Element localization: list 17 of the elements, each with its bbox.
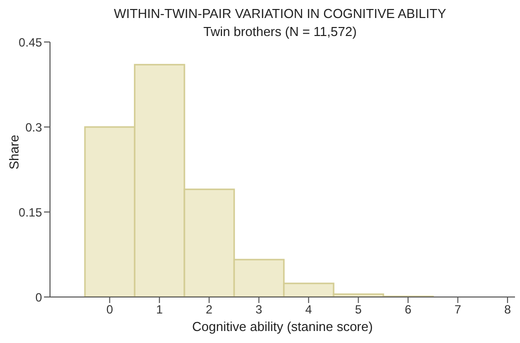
x-tick-label: 7	[454, 302, 462, 317]
y-tick-label: 0.3	[25, 120, 42, 134]
x-tick-label: 3	[256, 302, 263, 317]
x-tick-label: 0	[106, 302, 114, 317]
x-axis-title: Cognitive ability (stanine score)	[192, 319, 373, 334]
y-tick-label: 0.15	[18, 205, 42, 220]
y-tick-label: 0.45	[18, 35, 42, 50]
y-tick-label: 0	[35, 290, 42, 304]
x-tick-label: 8	[504, 302, 512, 317]
x-tick-label: 4	[305, 302, 312, 317]
x-tick-label: 6	[404, 302, 412, 317]
x-tick-label: 2	[206, 302, 213, 317]
chart-subtitle: Twin brothers (N = 11,572)	[203, 24, 357, 39]
chart-title: WITHIN-TWIN-PAIR VARIATION IN COGNITIVE ABILITY	[114, 6, 446, 21]
y-axis-title: Share	[6, 134, 22, 170]
x-tick-label: 5	[355, 302, 362, 317]
x-tick-label: 1	[156, 302, 164, 317]
